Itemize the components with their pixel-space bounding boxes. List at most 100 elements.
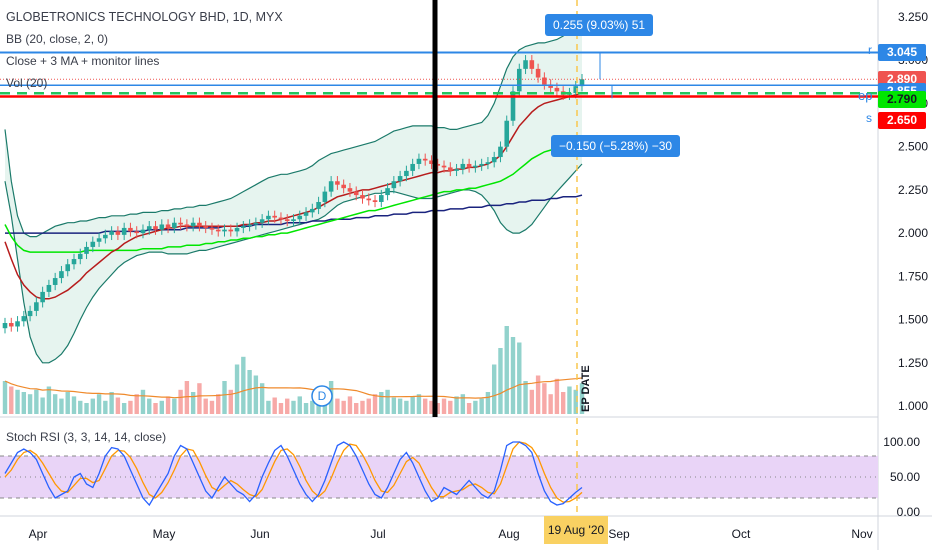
volume-bar: [15, 389, 20, 414]
volume-bar: [360, 400, 365, 414]
candle-body: [385, 188, 390, 196]
price-tick-label: 1.500: [898, 313, 928, 327]
candle-body: [454, 169, 459, 171]
price-tag: 3.045: [878, 44, 926, 62]
volume-bar: [372, 394, 378, 414]
volume-bar: [27, 394, 33, 414]
candle-body: [34, 302, 39, 311]
volume-bar: [567, 386, 572, 414]
price-tick-label: 1.250: [898, 356, 928, 370]
candle-body: [84, 246, 89, 254]
ma-green-line: [4, 140, 583, 253]
volume-bar: [485, 392, 491, 414]
volume-bar: [178, 389, 183, 414]
candle-body: [491, 157, 497, 163]
time-tick-label: Nov: [851, 527, 872, 541]
volume-bar: [441, 398, 447, 414]
legend-ma[interactable]: Close + 3 MA + monitor lines: [6, 54, 160, 68]
candle-body: [59, 271, 64, 279]
time-tick-label: May: [153, 527, 176, 541]
volume-bar: [153, 403, 158, 414]
candle-body: [504, 120, 510, 147]
entry-line-label: ep: [858, 88, 873, 103]
volume-bar: [385, 389, 390, 414]
crosshair-date-tag: 19 Aug '20: [544, 516, 608, 544]
candle-body: [535, 68, 541, 78]
candle-body: [410, 163, 415, 171]
legend-stoch-rsi[interactable]: Stoch RSI (3, 3, 14, 14, close): [6, 430, 167, 444]
volume-bar: [435, 403, 440, 414]
volume-bar: [121, 403, 127, 414]
candle-body: [266, 215, 271, 220]
volume-bar: [542, 383, 547, 414]
candle-body: [542, 77, 547, 85]
price-tick-label: 1.750: [898, 269, 928, 283]
candle-body: [366, 198, 372, 201]
volume-bar: [103, 400, 108, 414]
price-tick-label: 2.500: [898, 140, 928, 154]
volume-bar: [429, 400, 434, 414]
legend-bb[interactable]: BB (20, close, 2, 0): [6, 32, 109, 46]
candle-body: [278, 217, 284, 220]
volume-bar: [197, 383, 202, 414]
volume-bar: [21, 392, 27, 414]
candle-body: [435, 163, 441, 166]
candle-body: [15, 321, 20, 327]
price-tag: 2.650: [878, 111, 926, 129]
candle-body: [172, 222, 177, 228]
candle-body: [52, 278, 58, 285]
volume-bar: [366, 398, 371, 414]
volume-ma-line: [4, 377, 583, 399]
volume-bar: [354, 403, 359, 414]
candle-body: [247, 224, 252, 227]
candle-body: [303, 212, 309, 216]
candle-body: [328, 181, 334, 192]
volume-bar: [391, 397, 397, 414]
candle-body: [335, 181, 340, 185]
volume-bar: [573, 389, 578, 414]
volume-bar: [184, 381, 190, 414]
candle-body: [46, 284, 52, 292]
candle-body: [447, 167, 453, 171]
volume-bar: [397, 398, 403, 414]
candle-body: [341, 184, 346, 189]
candle-body: [209, 227, 215, 230]
volume-bar: [523, 381, 528, 414]
volume-bar: [216, 394, 221, 414]
candle-body: [441, 165, 447, 168]
candle-body: [510, 91, 516, 121]
candle-body: [253, 222, 259, 225]
volume-bar: [259, 383, 265, 414]
stoch-band: [0, 456, 878, 498]
volume-bar: [134, 394, 139, 414]
volume-bar: [9, 386, 14, 414]
volume-bar: [335, 398, 340, 414]
stoch-tick-label: 50.00: [890, 470, 920, 484]
volume-bar: [190, 392, 196, 414]
stoch-tick-label: 100.00: [883, 435, 920, 449]
candle-body: [360, 195, 365, 199]
candle-body: [297, 215, 303, 220]
candle-body: [516, 68, 522, 92]
volume-bar: [579, 383, 585, 414]
bollinger-band-fill: [5, 22, 582, 363]
candle-body: [548, 84, 553, 88]
candle-body: [21, 316, 27, 322]
volume-bar: [247, 370, 252, 414]
volume-bar: [109, 392, 114, 414]
volume-bar: [272, 397, 277, 414]
candle-body: [222, 229, 227, 232]
candle-body: [90, 241, 96, 247]
volume-bar: [165, 396, 171, 414]
candle-body: [203, 226, 208, 228]
candle-body: [460, 163, 466, 170]
legend-vol[interactable]: Vol (20): [6, 76, 48, 90]
candle-body: [404, 170, 409, 177]
bollinger-lower-line: [4, 163, 583, 364]
candle-body: [103, 234, 108, 239]
candle-body: [347, 188, 353, 192]
candle-body: [316, 201, 321, 209]
candle-body: [215, 229, 221, 232]
volume-bar: [535, 375, 541, 414]
volume-bar: [529, 389, 535, 414]
